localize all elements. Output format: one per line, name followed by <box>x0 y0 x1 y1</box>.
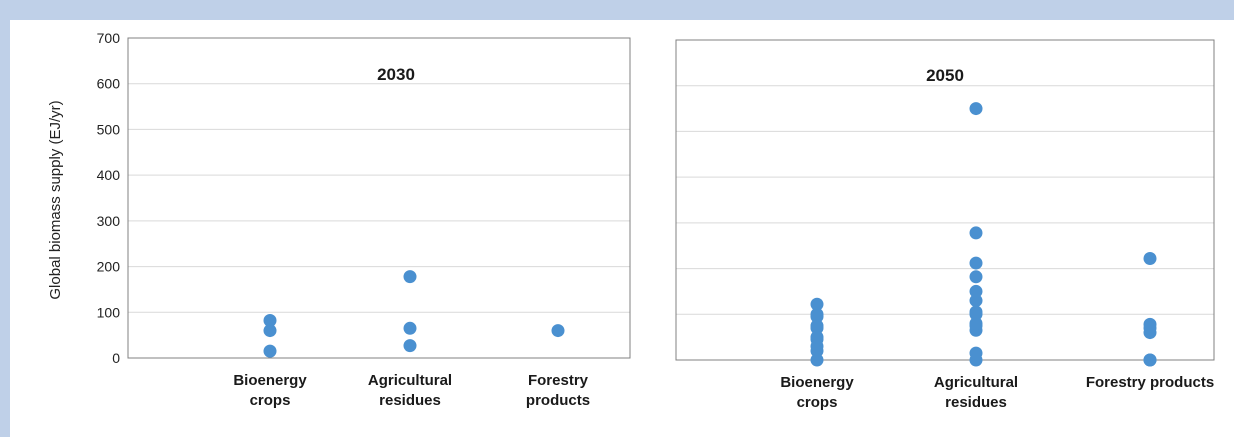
chart2-data-point-0-6 <box>810 319 824 333</box>
chart1-title: 2030 <box>377 65 415 84</box>
chart1-y-tick-label-3: 300 <box>97 213 121 229</box>
chart2-data-point-2-5 <box>1143 252 1157 266</box>
chart1-y-tick-label-4: 400 <box>97 167 121 183</box>
chart1-x-category-label-1-1: residues <box>379 392 441 409</box>
chart1-data-point-0-0 <box>263 344 277 358</box>
chart2-plot-border <box>675 39 1215 361</box>
chart2-data-point-0-8 <box>810 307 824 321</box>
chart2-data-point-0-9 <box>810 297 824 311</box>
chart-svg: Global biomass supply (EJ/yr) 0 100 200 300… <box>47 30 1215 411</box>
chart2-data-point-1-9 <box>969 270 983 284</box>
chart2-data-point-2-1 <box>1143 353 1157 367</box>
chart1-data-point-0-1 <box>263 324 277 338</box>
chart2-data-point-1-12 <box>969 102 983 116</box>
chart2-data-point-1-1 <box>969 346 983 360</box>
y-axis-title: Global biomass supply (EJ/yr) <box>47 100 64 299</box>
chart1-x-category-label-2-1: products <box>526 392 590 409</box>
chart1-x-category-label-1-0: Agricultural <box>368 372 452 389</box>
chart2-x-category-label-0-1: crops <box>797 394 838 411</box>
chart2-x-category-label-1-1: residues <box>945 394 1007 411</box>
chart1-data-point-2-0 <box>551 324 565 338</box>
chart-panel: Global biomass supply (EJ/yr) 0 100 200 300… <box>10 20 1234 437</box>
chart2-data-point-1-7 <box>969 294 983 308</box>
chart1-data-point-1-1 <box>403 321 417 335</box>
chart2-data-point-2-4 <box>1143 317 1157 331</box>
chart1-data-point-0-2 <box>263 314 277 328</box>
chart2-data-point-1-4 <box>969 316 983 330</box>
chart2-x-category-label-0-0: Bioenergy <box>780 374 854 391</box>
chart1-data-point-1-0 <box>403 339 417 353</box>
chart1-y-tick-label-0: 0 <box>112 350 120 366</box>
chart2-data-point-1-6 <box>969 305 983 319</box>
chart1-y-tick-label-6: 600 <box>97 76 121 92</box>
chart2-data-point-0-4 <box>810 330 824 344</box>
chart2-data-point-1-11 <box>969 226 983 240</box>
chart1-y-tick-label-2: 200 <box>97 259 121 275</box>
chart2-data-point-0-0 <box>810 353 824 367</box>
chart1-plot-border <box>127 37 631 359</box>
chart2-data-point-1-10 <box>969 256 983 270</box>
chart1-y-tick-label-7: 700 <box>97 30 121 46</box>
chart2-title: 2050 <box>926 66 964 85</box>
chart2-data-point-1-8 <box>969 284 983 298</box>
chart1-x-category-label-0-0: Bioenergy <box>233 372 307 389</box>
chart2-x-category-label-1-0: Agricultural <box>934 374 1018 391</box>
chart1-x-category-label-2-0: Forestry <box>528 372 589 389</box>
chart1-y-tick-label-1: 100 <box>97 304 121 320</box>
chart1-y-tick-label-5: 500 <box>97 121 121 137</box>
chart1-data-point-1-2 <box>403 270 417 284</box>
chart1-x-category-label-0-1: crops <box>250 392 291 409</box>
chart2-x-category-label-2-0: Forestry products <box>1086 374 1214 391</box>
